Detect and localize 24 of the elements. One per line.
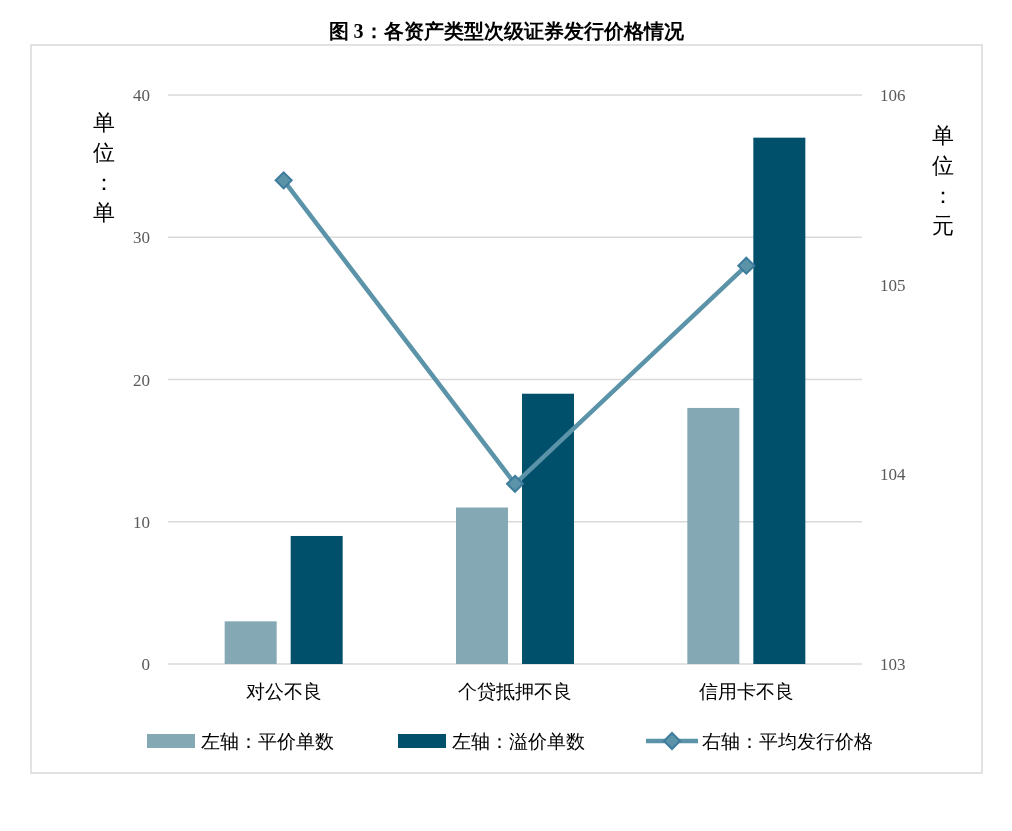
y2tick: 106 [880,86,906,105]
y2tick: 103 [880,655,906,674]
title: 图 3：各资产类型次级证券发行价格情况 [328,20,684,42]
bar [522,393,574,664]
ytick: 30 [133,228,150,248]
y2label: 单位：元 [932,123,954,238]
bar [753,137,806,664]
ytick: 40 [133,86,150,105]
bar [687,407,740,664]
legend-label: 左轴：平价单数 [201,731,334,752]
xtick: 个贷抵押不良 [458,681,572,702]
ylabel: 单位：单 [93,110,115,225]
ytick: 20 [133,370,150,390]
ytick: 10 [133,512,150,532]
legend-label: 左轴：溢价单数 [452,731,585,752]
bar [224,621,277,664]
xtick: 信用卡不良 [698,681,794,702]
bar [290,535,343,664]
xtick: 对公不良 [245,681,322,702]
y2tick: 105 [880,275,906,295]
ytick: 0 [141,655,150,674]
bar [456,507,508,664]
legend-label: 右轴：平均发行价格 [702,731,873,752]
y2tick: 104 [880,465,906,485]
